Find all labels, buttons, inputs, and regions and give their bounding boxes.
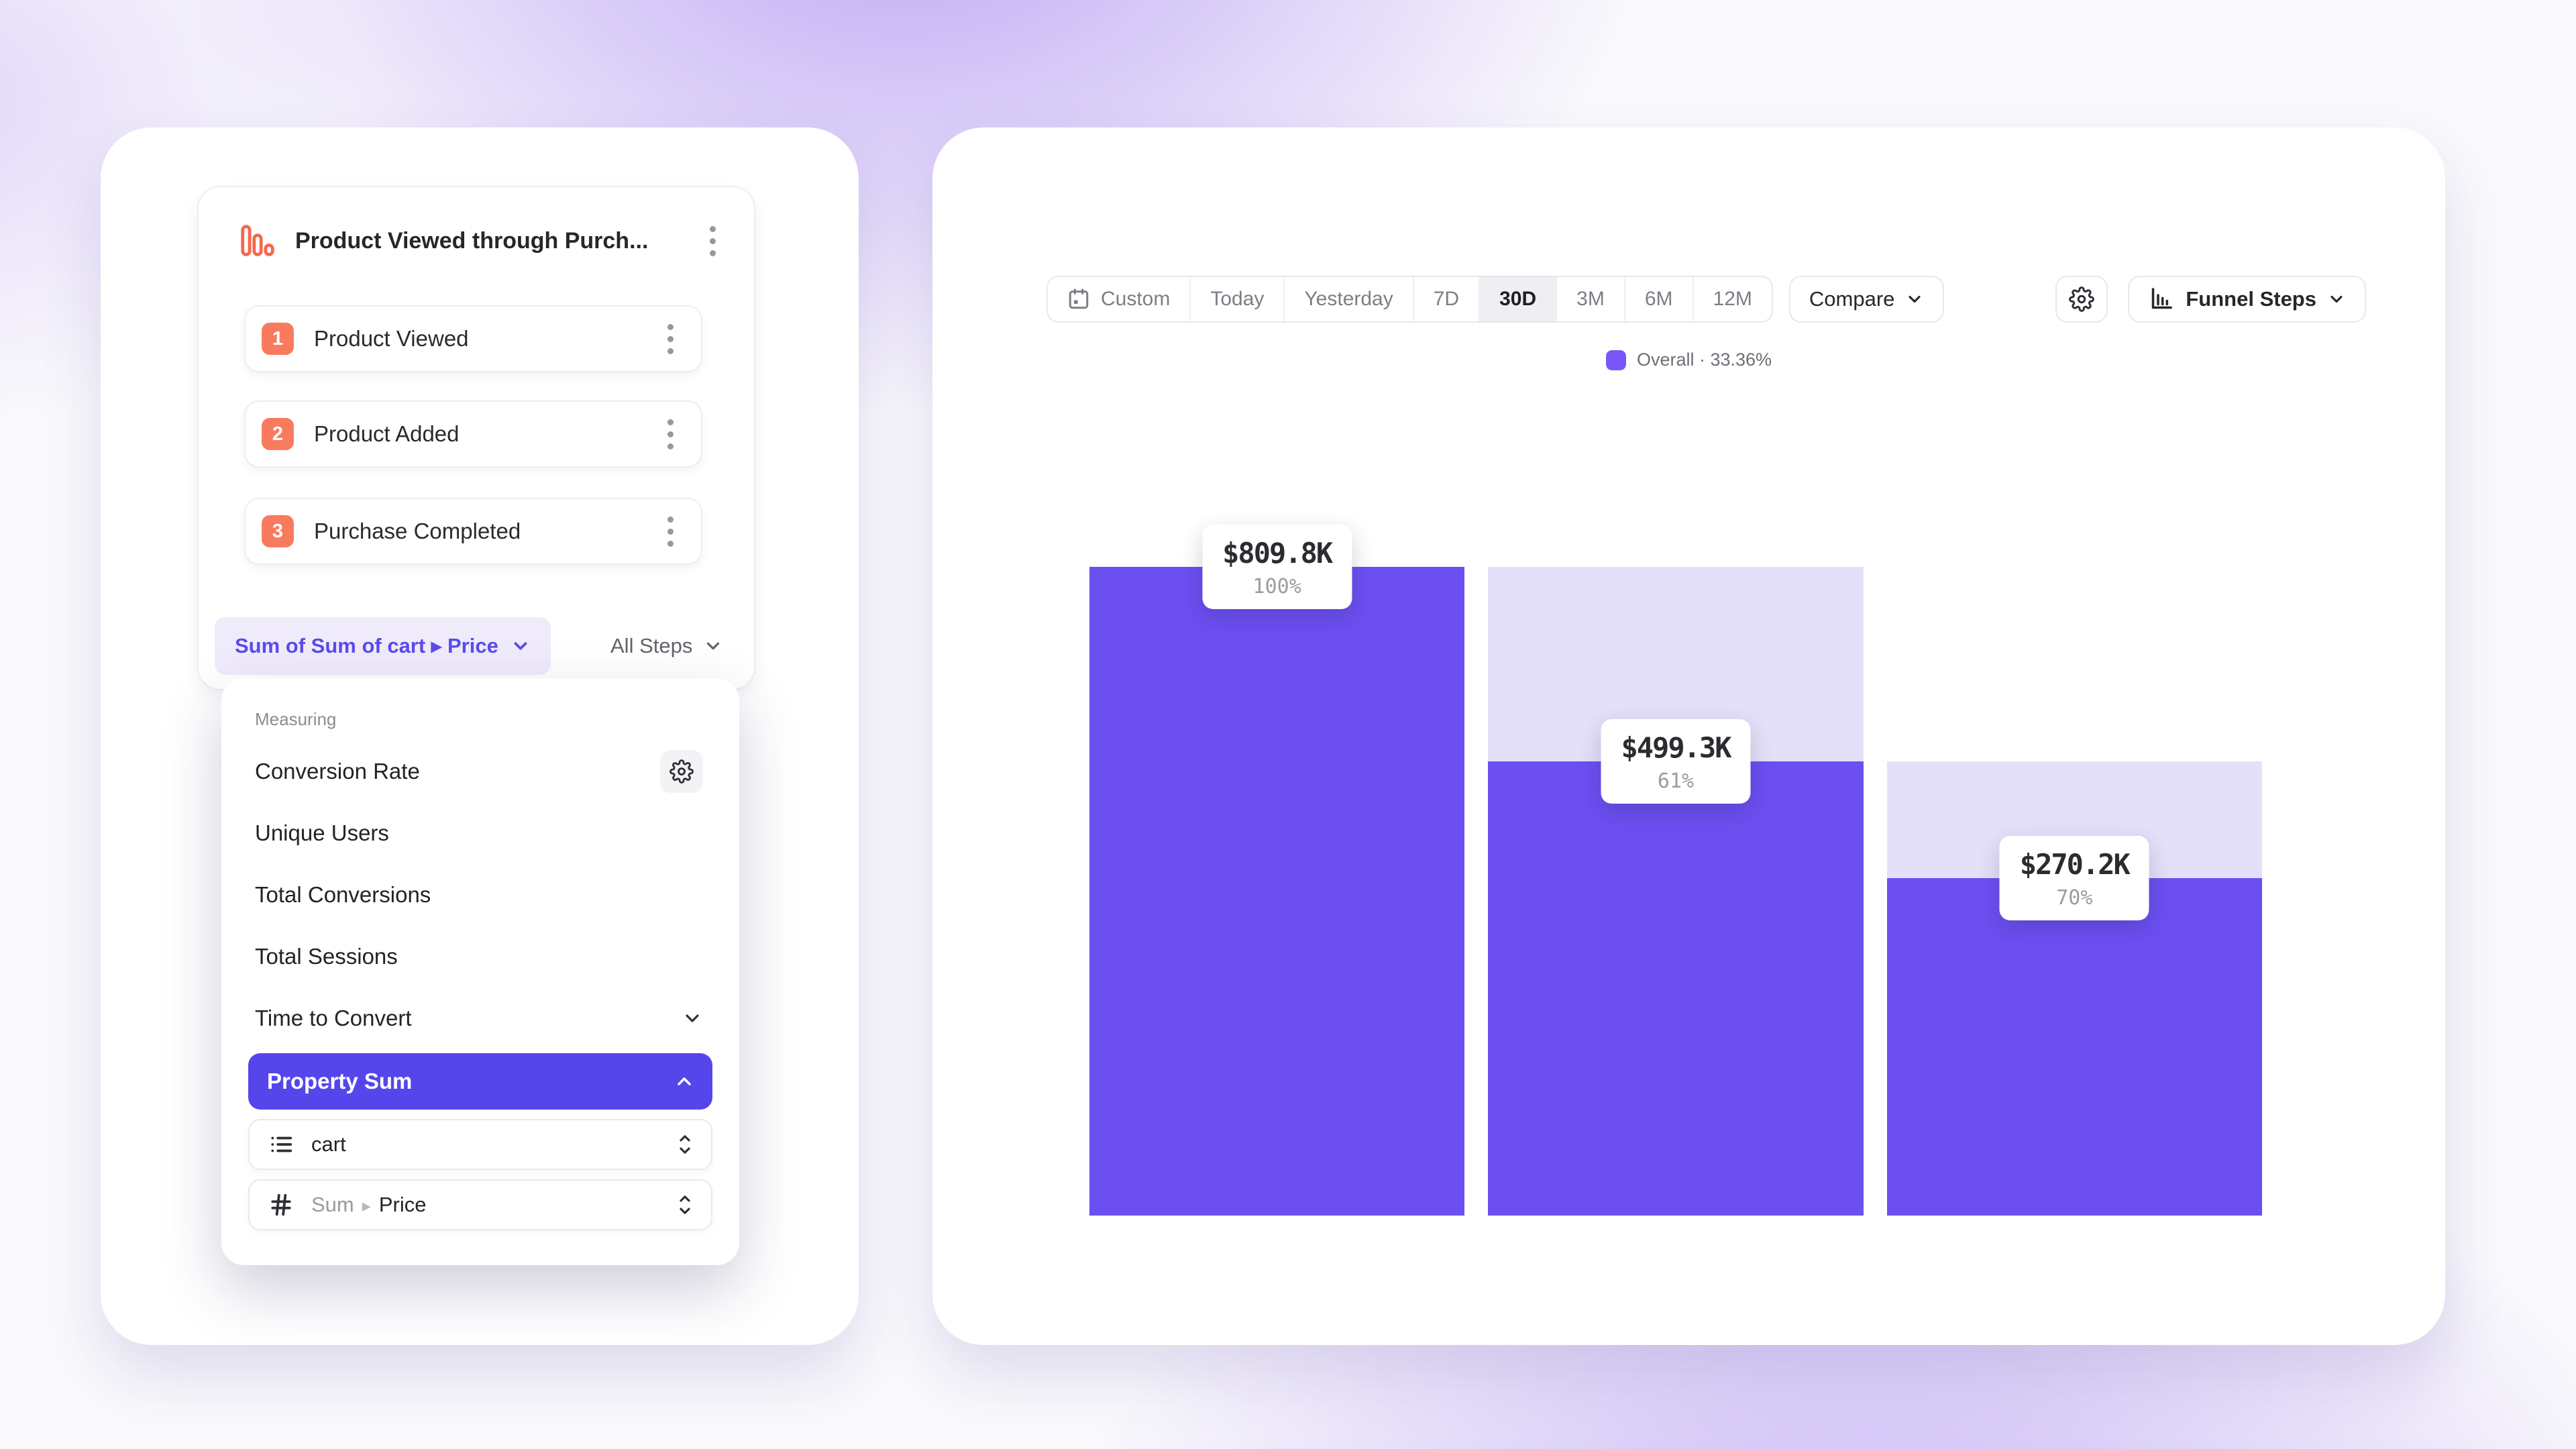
funnel-title: Product Viewed through Purch... <box>295 227 649 254</box>
chart-type-dropdown[interactable]: Funnel Steps <box>2128 276 2366 323</box>
query-builder-panel: Product Viewed through Purch... 1 Produc… <box>101 127 859 1345</box>
menu-item-property-sum[interactable]: Property Sum <box>248 1053 712 1110</box>
funnel-bar-step-1[interactable]: $809.8K 100% <box>1089 525 1465 1216</box>
breadcrumb-arrow: ▸ <box>362 1195 371 1216</box>
legend-swatch <box>1605 350 1626 370</box>
step-label: Product Added <box>314 421 460 446</box>
select-updown-icon <box>675 1133 695 1156</box>
bar-percent: 100% <box>1252 575 1301 598</box>
chevron-down-icon <box>703 636 723 656</box>
menu-section-label: Measuring <box>255 709 337 729</box>
funnel-bar-step-2[interactable]: $499.3K 61% <box>1488 567 1864 1216</box>
hash-icon <box>268 1192 294 1218</box>
date-range-segmented-control: Custom Today Yesterday 7D 30D 3M 6M 12M <box>1046 276 1773 323</box>
chart-toolbar: Custom Today Yesterday 7D 30D 3M 6M 12M … <box>1046 276 2366 323</box>
funnel-step-3[interactable]: 3 Purchase Completed <box>244 498 702 565</box>
funnel-definition-card: Product Viewed through Purch... 1 Produc… <box>197 186 755 690</box>
aggregation-select[interactable]: Sum ▸ Price <box>248 1179 712 1230</box>
measurement-selector-dropdown[interactable]: Sum of Sum of cart ▸ Price <box>215 617 551 675</box>
date-tab-12m[interactable]: 12M <box>1692 277 1772 321</box>
aggregation-prefix: Sum <box>311 1193 354 1216</box>
funnel-chart-icon <box>240 223 275 258</box>
bar-fill <box>1488 761 1864 1216</box>
step-label: Product Viewed <box>314 326 469 351</box>
legend-label: Overall · 33.36% <box>1636 350 1772 370</box>
menu-item-total-conversions[interactable]: Total Conversions <box>255 882 431 907</box>
chart-legend: Overall · 33.36% <box>932 350 2445 370</box>
compare-button[interactable]: Compare <box>1788 276 1945 323</box>
steps-scope-dropdown[interactable]: All Steps <box>601 617 733 675</box>
menu-item-unique-users[interactable]: Unique Users <box>255 820 389 845</box>
property-select-value: cart <box>311 1132 346 1156</box>
menu-item-conversion-rate[interactable]: Conversion Rate <box>248 741 712 802</box>
step-number-badge: 1 <box>262 323 294 355</box>
bar-percent: 61% <box>1657 769 1695 794</box>
date-tab-today[interactable]: Today <box>1189 277 1283 321</box>
date-tab-30d[interactable]: 30D <box>1479 277 1556 321</box>
list-icon <box>268 1132 294 1157</box>
date-tab-custom[interactable]: Custom <box>1048 277 1189 321</box>
menu-item-total-sessions[interactable]: Total Sessions <box>255 944 398 969</box>
date-tab-7d[interactable]: 7D <box>1412 277 1479 321</box>
conversion-rate-settings-button[interactable] <box>660 750 703 793</box>
select-updown-icon <box>675 1193 695 1216</box>
bar-value-label: $809.8K 100% <box>1202 525 1352 609</box>
measuring-menu-popover: Measuring Conversion Rate Unique Users T… <box>221 678 739 1265</box>
bar-percent: 70% <box>2056 886 2093 910</box>
step-kebab-menu-icon[interactable] <box>655 320 685 358</box>
chevron-up-icon <box>674 1071 695 1092</box>
chevron-down-icon <box>2327 290 2346 309</box>
date-tab-3m[interactable]: 3M <box>1556 277 1624 321</box>
steps-scope-label: All Steps <box>610 634 693 657</box>
step-kebab-menu-icon[interactable] <box>655 513 685 550</box>
date-tab-6m[interactable]: 6M <box>1623 277 1693 321</box>
chevron-down-icon <box>1905 290 1924 309</box>
bar-value-label: $499.3K 61% <box>1601 719 1751 804</box>
chevron-down-icon <box>682 1008 703 1029</box>
step-number-badge: 3 <box>262 515 294 547</box>
aggregation-property: Price <box>378 1193 427 1216</box>
step-kebab-menu-icon[interactable] <box>655 415 685 453</box>
funnel-card-header: Product Viewed through Purch... <box>240 217 727 265</box>
step-label: Purchase Completed <box>314 519 521 543</box>
funnel-step-2[interactable]: 2 Product Added <box>244 400 702 468</box>
funnel-step-1[interactable]: 1 Product Viewed <box>244 305 702 372</box>
menu-item-time-to-convert[interactable]: Time to Convert <box>248 987 712 1049</box>
bar-value: $270.2K <box>2019 848 2131 881</box>
gear-icon <box>669 759 694 784</box>
chart-settings-button[interactable] <box>2055 276 2108 323</box>
bar-fill <box>1886 878 2262 1216</box>
funnel-chart: $809.8K 100% $499.3K 61% $270.2K 70% <box>1089 525 2262 1216</box>
date-tab-yesterday[interactable]: Yesterday <box>1283 277 1412 321</box>
bar-fill <box>1089 567 1465 1216</box>
bar-value: $499.3K <box>1621 731 1731 765</box>
toolbar-spacer <box>1944 276 2055 323</box>
bar-chart-axis-icon <box>2148 286 2175 313</box>
property-select[interactable]: cart <box>248 1119 712 1170</box>
chevron-down-icon <box>511 636 531 656</box>
measurement-selector-label: Sum of Sum of cart ▸ Price <box>235 634 498 657</box>
calendar-icon <box>1067 288 1090 311</box>
bar-value: $809.8K <box>1222 537 1333 570</box>
bar-value-label: $270.2K 70% <box>1999 836 2149 921</box>
funnel-bar-step-3[interactable]: $270.2K 70% <box>1886 567 2262 1216</box>
funnel-kebab-menu-icon[interactable] <box>698 222 727 260</box>
step-number-badge: 2 <box>262 418 294 450</box>
chart-panel: Custom Today Yesterday 7D 30D 3M 6M 12M … <box>932 127 2445 1345</box>
aggregation-select-value: Sum ▸ Price <box>311 1193 657 1217</box>
gear-icon <box>2069 286 2095 312</box>
